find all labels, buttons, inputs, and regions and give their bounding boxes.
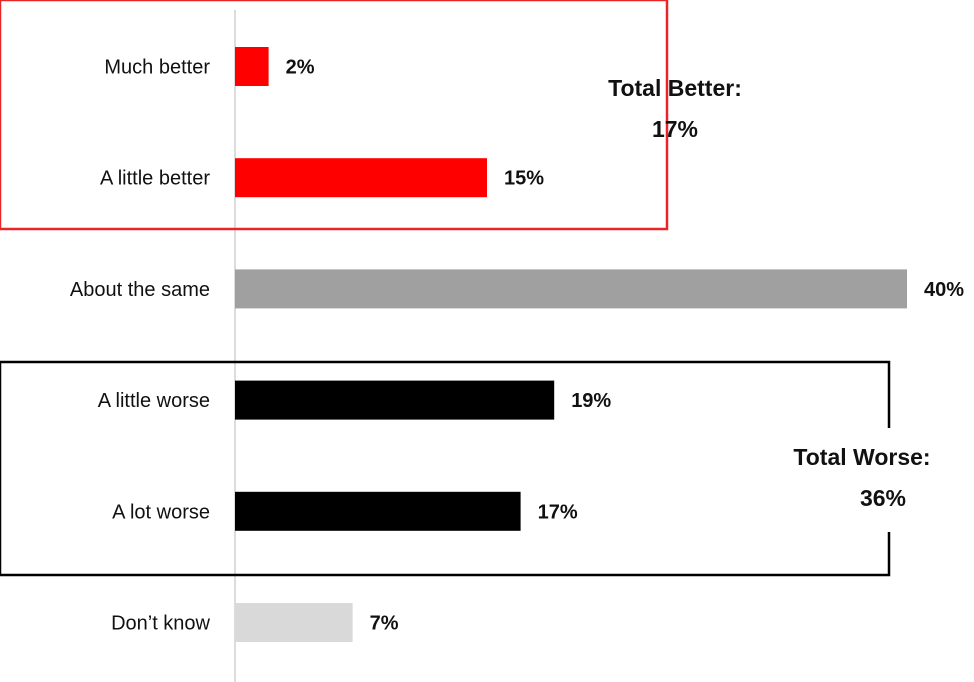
value-label-a-lot-worse: 17% [538, 501, 578, 523]
bars-layer: Much better 2% A little better 15% About the… [70, 47, 964, 642]
bar-a-lot-worse [235, 491, 521, 531]
bar-a-little-better [235, 158, 487, 198]
group-value-better: 17% [652, 116, 698, 142]
value-label-a-little-better: 15% [504, 168, 544, 190]
group-title-worse: Total Worse: [793, 444, 930, 470]
value-label-a-little-worse: 19% [571, 390, 611, 412]
bar-don-t-know [235, 603, 353, 642]
category-label-much-better: Much better [104, 57, 210, 79]
bar-much-better [235, 47, 269, 86]
bar-a-little-worse [235, 380, 555, 420]
value-label-don-t-know: 7% [370, 613, 399, 635]
value-label-about-the-same: 40% [924, 279, 964, 301]
category-label-a-little-better: A little better [100, 168, 210, 190]
category-label-don-t-know: Don’t know [111, 613, 210, 635]
group-box-worse-label-gap [880, 428, 900, 532]
bar-about-the-same [235, 269, 907, 309]
category-label-about-the-same: About the same [70, 279, 210, 301]
value-label-much-better: 2% [286, 57, 315, 79]
group-value-worse: 36% [860, 485, 906, 511]
category-label-a-little-worse: A little worse [98, 390, 210, 412]
group-box-better [0, 0, 669, 231]
group-title-better: Total Better: [608, 75, 742, 101]
category-label-a-lot-worse: A lot worse [112, 501, 210, 523]
